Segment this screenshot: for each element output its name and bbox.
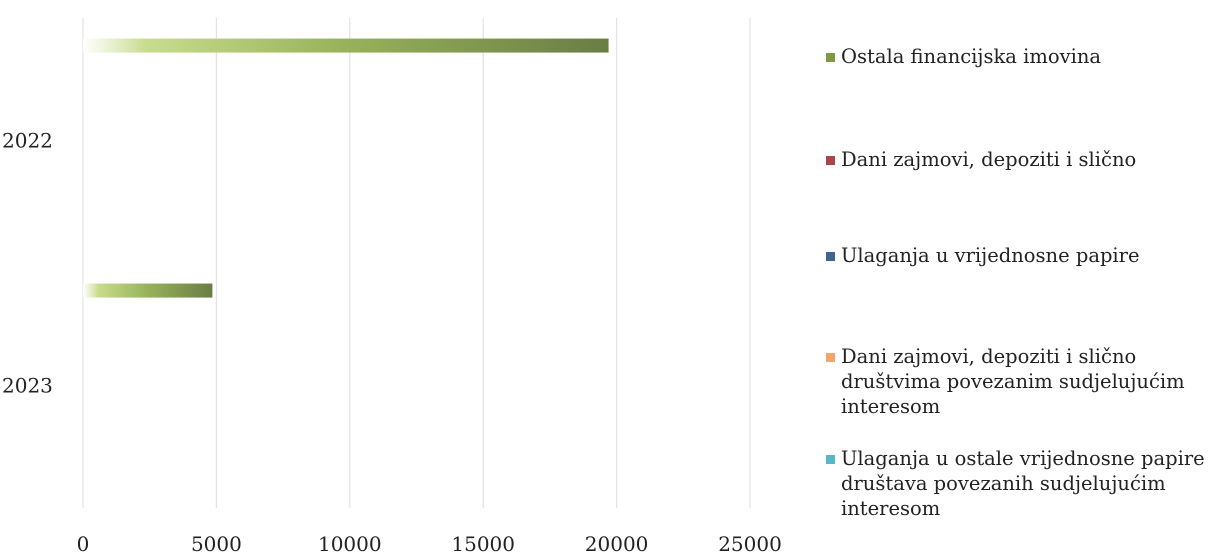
x-tick-label: 10000 [318, 532, 382, 556]
category-label-2022: 2022 [2, 129, 53, 153]
legend-swatch [826, 455, 835, 464]
x-tick-label: 0 [77, 532, 90, 556]
bars [83, 38, 609, 298]
legend-item-1: Dani zajmovi, depoziti i slično [826, 147, 1136, 172]
legend-swatch [826, 353, 835, 362]
legend-label: Ostala financijska imovina [841, 45, 1102, 68]
y-axis-categories: 2022 2023 [2, 129, 53, 398]
gridlines [82, 18, 751, 508]
legend-label: Dani zajmovi, depoziti i slično društvim… [841, 345, 1185, 418]
legend-item-2: Ulaganja u vrijednosne papire [826, 243, 1140, 268]
category-label-2023: 2023 [2, 374, 53, 398]
legend-item-0: Ostala financijska imovina [826, 44, 1101, 69]
legend-item-3: Dani zajmovi, depoziti i slično društvim… [826, 344, 1185, 419]
x-tick-label: 20000 [585, 532, 649, 556]
x-tick-label: 25000 [718, 532, 782, 556]
x-tick-label: 15000 [451, 532, 515, 556]
legend-label: Dani zajmovi, depoziti i slično [841, 148, 1137, 171]
legend-swatch [826, 53, 835, 62]
bar-2023-series-0 [83, 283, 213, 298]
legend-swatch [826, 252, 835, 261]
legend-label: Ulaganja u ostale vrijednosne papire dru… [841, 447, 1205, 520]
x-axis-ticks: 0 5000 10000 15000 20000 25000 [77, 532, 782, 556]
bar-chart: 0 5000 10000 15000 20000 25000 2022 2023 [2, 18, 782, 556]
legend-label: Ulaganja u vrijednosne papire [841, 244, 1140, 267]
x-tick-label: 5000 [191, 532, 242, 556]
bar-2022-series-0 [83, 38, 609, 53]
legend-item-4: Ulaganja u ostale vrijednosne papire dru… [826, 446, 1205, 521]
legend-swatch [826, 156, 835, 165]
legend: Ostala financijska imovina Dani zajmovi, … [826, 0, 1206, 560]
